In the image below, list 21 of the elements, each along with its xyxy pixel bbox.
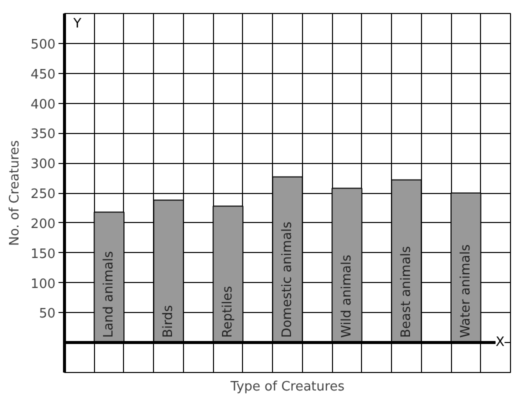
- y-tick-label: 350: [30, 127, 56, 142]
- y-tick-label: 250: [30, 187, 56, 202]
- y-tick-label: 300: [30, 157, 56, 172]
- y-tick-label: 450: [30, 67, 56, 82]
- x-tick-label: Reptiles: [220, 286, 236, 338]
- y-tick-label: 400: [30, 97, 56, 112]
- y-tick-label: 500: [30, 37, 56, 52]
- x-tick-label: Beast animals: [398, 246, 414, 338]
- y-tick-label: 150: [30, 246, 56, 262]
- annotation: Y: [72, 16, 82, 32]
- annotation: X: [496, 335, 505, 350]
- y-tick-label: 50: [38, 306, 56, 322]
- x-axis-title: Type of Creatures: [230, 380, 345, 394]
- y-tick-label: 200: [30, 216, 56, 232]
- x-tick-label: Domestic animals: [280, 221, 295, 338]
- y-tick-label: 100: [30, 276, 56, 292]
- y-axis-title: No. of Creatures: [8, 140, 22, 246]
- x-tick-label: Wild animals: [339, 254, 354, 338]
- x-tick-label: Water animals: [458, 244, 474, 338]
- x-tick-label: Birds: [161, 304, 176, 338]
- x-tick-label: Land animals: [102, 250, 117, 338]
